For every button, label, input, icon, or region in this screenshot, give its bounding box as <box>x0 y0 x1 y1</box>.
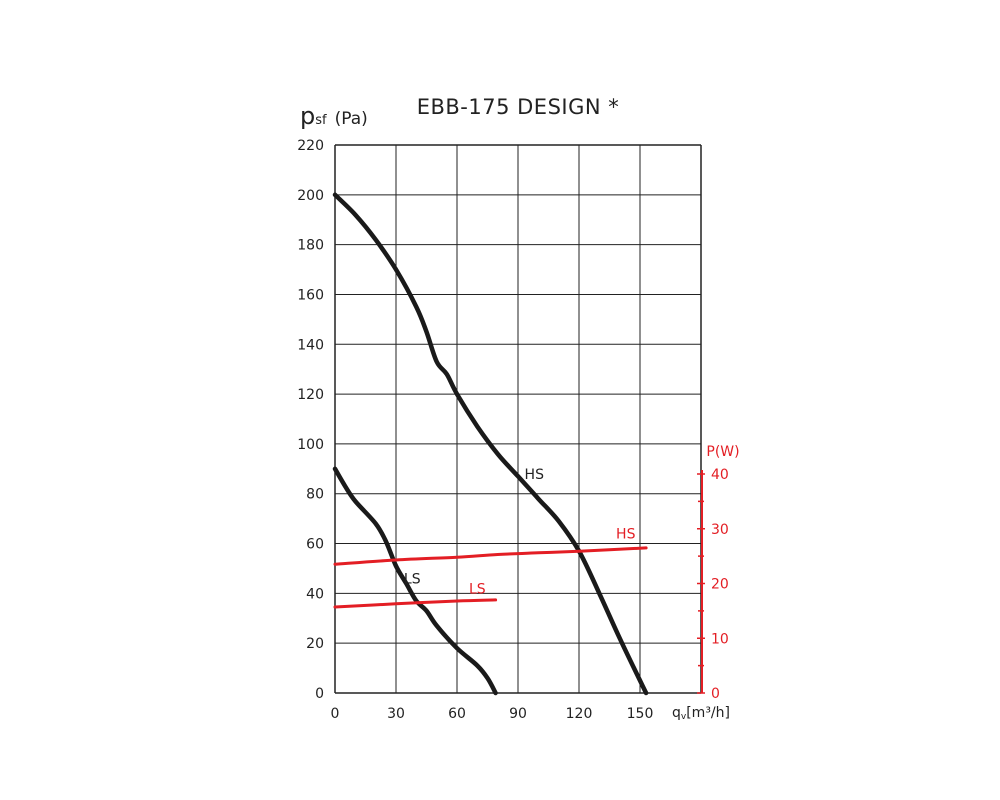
y-axis-label-main: p <box>300 102 315 130</box>
x-tick-label: 90 <box>509 706 527 722</box>
power-axis-ticks: 0 10 20 30 40 <box>697 467 729 702</box>
y-axis-label-unit: (Pa) <box>335 109 368 129</box>
x-axis-ticks: 0 30 60 90 120 150 <box>331 706 654 722</box>
x-axis-label: qv[m³/h] <box>672 705 730 722</box>
power-tick-label: 0 <box>711 686 720 702</box>
x-axis-label-sub: v <box>681 712 687 722</box>
y-axis-ticks: 0 20 40 60 80 100 120 140 160 180 200 220 <box>297 138 324 702</box>
power-tick-label: 40 <box>711 467 729 483</box>
series-labels: HS LS HS LS <box>404 467 636 598</box>
series-label-pressure-ls: LS <box>404 571 421 587</box>
series-line-pressure-ls <box>332 466 498 696</box>
power-axis-label: P(W) <box>706 444 739 460</box>
series-line-power-ls <box>333 598 498 609</box>
y-tick-label: 100 <box>297 437 324 453</box>
power-tick-label: 10 <box>711 631 729 647</box>
power-tick-label: 20 <box>711 577 729 593</box>
x-tick-label: 60 <box>448 706 466 722</box>
x-tick-label: 0 <box>331 706 340 722</box>
series-line-power-hs <box>333 546 648 566</box>
series-line-pressure-hs <box>332 192 649 696</box>
series-label-power-ls: LS <box>469 581 486 597</box>
y-tick-label: 40 <box>306 586 324 602</box>
y-tick-label: 220 <box>297 138 324 154</box>
y-tick-label: 180 <box>297 238 324 254</box>
series-label-power-hs: HS <box>616 527 636 543</box>
x-axis-label-main: q <box>672 705 681 721</box>
y-tick-label: 160 <box>297 287 324 303</box>
y-axis-label-sub: sf <box>315 113 327 128</box>
chart-title: EBB-175 DESIGN * <box>417 95 620 119</box>
y-tick-label: 0 <box>315 686 324 702</box>
grid <box>334 144 702 694</box>
x-tick-label: 30 <box>387 706 405 722</box>
x-axis-label-unit: [m³/h] <box>686 705 730 721</box>
power-tick-label: 30 <box>711 522 729 538</box>
y-tick-label: 60 <box>306 537 324 553</box>
y-tick-label: 20 <box>306 636 324 652</box>
series-label-pressure-hs: HS <box>525 467 545 483</box>
y-tick-label: 80 <box>306 487 324 503</box>
y-tick-label: 140 <box>297 337 324 353</box>
y-tick-label: 120 <box>297 387 324 403</box>
x-tick-label: 120 <box>566 706 593 722</box>
series-group <box>332 192 649 696</box>
x-tick-label: 150 <box>627 706 654 722</box>
y-tick-label: 200 <box>297 188 324 204</box>
y-axis-label: psf (Pa) <box>300 102 368 130</box>
